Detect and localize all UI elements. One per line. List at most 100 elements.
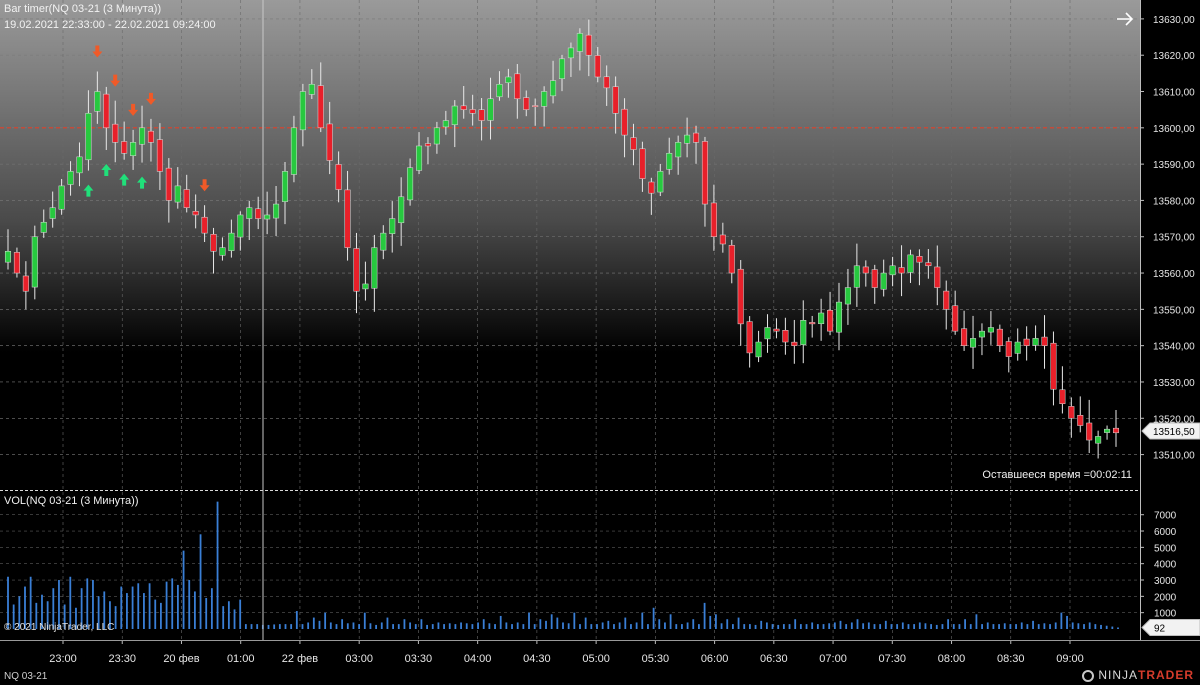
signal-arrows [83, 45, 210, 197]
candle-body [818, 312, 825, 325]
volume-bar [788, 624, 791, 629]
arrow-down-icon [145, 92, 156, 105]
candle-body [550, 80, 557, 97]
time-tick-label: 06:00 [701, 653, 729, 665]
candle-body [103, 93, 110, 129]
price-tick-label: 13550,00 [1153, 305, 1195, 316]
candle-body [1032, 338, 1039, 346]
volume-bar [335, 624, 338, 629]
candle-body [1023, 338, 1030, 346]
volume-bar [884, 620, 887, 629]
volume-bar [58, 580, 60, 629]
volume-bar [392, 624, 395, 629]
arrow-up-icon [137, 176, 148, 189]
candle-body [827, 309, 834, 332]
candle-body [791, 341, 798, 346]
candle-body [684, 134, 691, 144]
candle-body [174, 185, 181, 203]
candle-body [782, 330, 789, 343]
time-tick-label: 05:30 [642, 653, 670, 665]
price-tick-label: 13580,00 [1153, 196, 1195, 207]
volume-bar [635, 622, 638, 629]
volume-bar [41, 594, 43, 629]
volume-bar [1105, 625, 1108, 629]
volume-bar [856, 619, 859, 629]
volume-bar [477, 622, 479, 629]
volume-bar [918, 622, 921, 629]
volume-bar [794, 619, 797, 629]
candle-body [308, 83, 315, 95]
volume-bar [256, 624, 259, 629]
candle-body [58, 185, 65, 210]
volume-bar [782, 624, 785, 629]
volume-tick-label: 2000 [1154, 592, 1177, 603]
candle-body [576, 33, 583, 52]
candle-body [67, 171, 74, 185]
volume-bar [284, 624, 287, 629]
axes: 13630,00 13620,00 13610,00 13600,00 13590,00… [0, 0, 1200, 665]
volume-bar [52, 588, 55, 629]
candle-body [809, 322, 816, 325]
volume-bar [845, 624, 848, 629]
volume-bar [879, 624, 882, 629]
volume-bar [1043, 623, 1046, 629]
arrow-up-icon [119, 173, 130, 186]
price-tick-label: 13560,00 [1153, 269, 1195, 280]
candle-body [31, 236, 38, 288]
volume-bar [1083, 624, 1085, 629]
volume-bar [199, 534, 202, 629]
volume-bar [748, 624, 751, 629]
volume-bar [765, 622, 768, 629]
forward-arrow-icon[interactable] [1112, 6, 1138, 32]
volume-tick-label: 4000 [1154, 560, 1177, 571]
arrow-down-icon [92, 45, 103, 58]
volume-bar [46, 601, 49, 629]
candle-body [237, 214, 244, 238]
volume-bar [278, 624, 281, 629]
volume-tick-label: 7000 [1154, 511, 1177, 522]
volume-bar [652, 607, 655, 629]
volume-bar [528, 612, 530, 629]
volume-bar [522, 624, 525, 629]
volume-bar [397, 624, 400, 629]
volume-bar [465, 623, 468, 629]
candle-body [4, 251, 12, 263]
volume-bar [754, 624, 757, 629]
volume-bar [850, 622, 853, 629]
candle-body [835, 301, 843, 333]
volume-bar [295, 611, 298, 629]
candle-body [987, 327, 994, 333]
price-tick-label: 13540,00 [1153, 342, 1195, 353]
candle-body [701, 141, 708, 205]
volume-bar [930, 624, 933, 629]
candle-body [317, 85, 324, 129]
candle-body [675, 142, 682, 158]
volume-bar [431, 624, 434, 629]
candle-body [737, 268, 744, 325]
volume-bar [103, 591, 106, 629]
candle-body [1112, 427, 1120, 434]
price-tick-label: 13570,00 [1153, 233, 1195, 244]
volume-bar [969, 624, 972, 629]
volume-bar [556, 617, 559, 629]
last-price-marker [1141, 422, 1200, 440]
volume-bar [358, 624, 361, 629]
candle-body [192, 211, 199, 216]
volume-bar [641, 612, 644, 629]
volume-bar [460, 622, 462, 629]
volume-tick-label: 3000 [1154, 576, 1177, 587]
candle-body [94, 91, 101, 112]
volume-bar [227, 601, 230, 629]
candle-body [273, 203, 280, 219]
volume-bar [816, 624, 819, 629]
volume-bar [137, 583, 140, 629]
volume-bar [590, 624, 593, 629]
volume-bar [935, 624, 938, 629]
candle-body [442, 120, 449, 128]
candle-body [728, 245, 735, 274]
time-tick-label: 07:30 [879, 653, 907, 665]
candle-body [371, 247, 378, 289]
price-tick-label: 13630,00 [1153, 15, 1195, 26]
price-panel-background [0, 0, 1140, 490]
